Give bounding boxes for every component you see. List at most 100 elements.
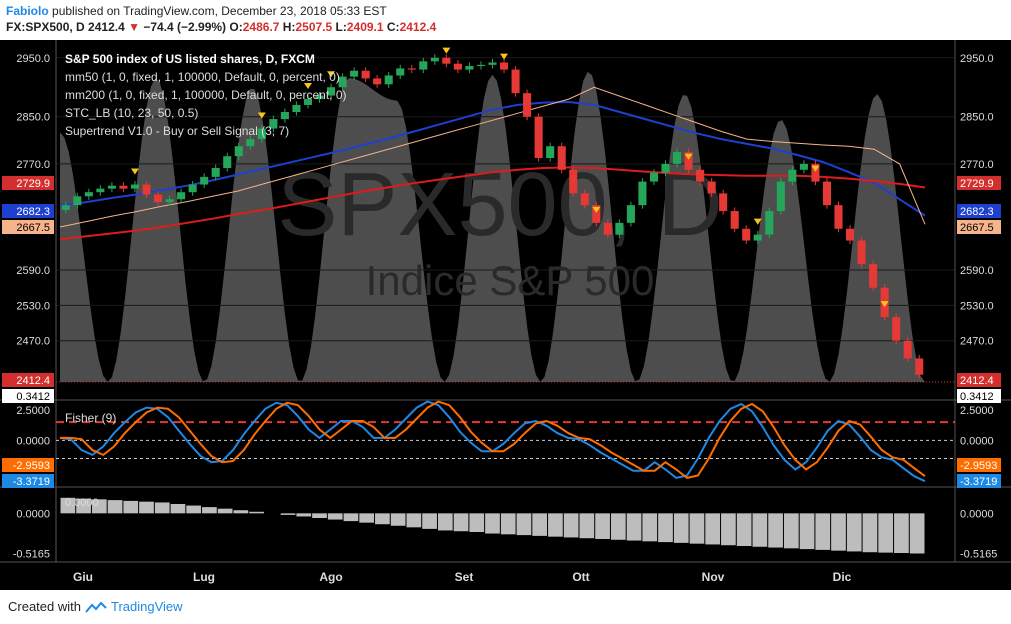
ohlc-line: FX:SPX500, D 2412.4 ▼ −74.4 (−2.99%) O:2… — [6, 20, 436, 34]
candle-body — [292, 104, 301, 113]
watermark-symbol: SPX500, D — [277, 155, 722, 255]
legend-mm200[interactable]: mm200 (1, 0, fixed, 1, 100000, Default, … — [65, 88, 347, 102]
fisher-right-tick-0: 2.5000 — [960, 405, 994, 417]
oscillator-bar — [815, 513, 831, 550]
legend-supertrend[interactable]: Supertrend V1.0 - Buy or Sell Signal (3,… — [65, 124, 289, 138]
oscillator-bar — [500, 513, 516, 535]
candle-body — [303, 99, 313, 105]
oscillator-bar — [453, 513, 469, 532]
oscillator-bar — [563, 513, 579, 538]
oscillator-bar — [752, 513, 768, 547]
oscillator-bar — [406, 513, 422, 528]
candle-body — [177, 192, 186, 200]
candle-body — [822, 181, 832, 206]
sell-signal-1 — [257, 112, 266, 119]
fisher-right-marker-bg-1 — [957, 474, 1001, 488]
series-mm200 — [59, 166, 926, 241]
legend-mm50[interactable]: mm50 (1, 0, fixed, 1, 100000, Default, 0… — [65, 70, 340, 84]
candle-body — [280, 112, 289, 120]
candle-body — [476, 64, 486, 67]
oscillator-bar — [878, 513, 894, 553]
candle-body — [73, 196, 82, 206]
candle-body — [107, 185, 116, 189]
down-triangle-icon: ▼ — [128, 20, 140, 34]
candle-body — [707, 181, 716, 194]
tradingview-brand[interactable]: TradingView — [110, 599, 183, 614]
oscillator-bar — [909, 513, 925, 554]
legend: S&P 500 index of US listed shares, D, FX… — [65, 52, 347, 138]
candle-body — [419, 61, 428, 70]
candle-body — [788, 169, 797, 182]
legend-stc[interactable]: STC_LB (10, 23, 50, 0.5) — [65, 106, 198, 120]
fisher-left-marker-bg-0 — [2, 458, 54, 472]
left-marker-bg-1 — [2, 204, 54, 218]
chart-canvas[interactable]: SPX500, D Indice S&P 500 S&P 500 index o… — [0, 40, 1011, 590]
candle-body — [453, 63, 462, 70]
left-tick-0: 2950.0 — [16, 53, 50, 65]
oscillator-bar — [312, 513, 327, 518]
high-label: H: — [282, 20, 296, 34]
candle-body — [442, 57, 451, 64]
series-supertrend — [59, 86, 926, 228]
month-label-ago: Ago — [319, 570, 342, 584]
candle-body — [373, 78, 382, 85]
oscillator-bar — [548, 513, 563, 537]
sell-signal-9 — [811, 165, 820, 172]
candle-body — [315, 95, 324, 100]
right-marker-0: 2729.9 — [960, 178, 994, 190]
publish-text: published on TradingView.com, December 2… — [52, 4, 387, 18]
oscillator-pane — [60, 497, 925, 554]
legend-title[interactable]: S&P 500 index of US listed shares, D, FX… — [65, 52, 315, 66]
oscillator-bar — [170, 504, 186, 514]
oscillator-bar — [60, 497, 76, 514]
fisher-right-tick-1: 0.0000 — [960, 435, 994, 447]
candle-body — [696, 169, 705, 182]
candle-body — [511, 69, 520, 94]
candle-body — [592, 205, 601, 223]
fisher-legend[interactable]: Fisher (9) — [65, 411, 116, 425]
candle-body — [546, 146, 555, 158]
left-marker-0: 2729.9 — [16, 178, 50, 190]
candle-body — [834, 205, 843, 229]
candle-body — [869, 264, 878, 288]
right-marker-bg-2 — [957, 220, 1001, 234]
candle-body — [153, 194, 163, 203]
candle-body — [142, 184, 151, 195]
time-axis[interactable]: Giu Lug Ago Set Ott Nov Dic — [73, 570, 852, 584]
watermark-name: Indice S&P 500 — [366, 257, 655, 304]
left-tick-4: 2530.0 — [16, 300, 50, 312]
right-tick-1: 2850.0 — [960, 112, 994, 124]
candle-body — [649, 172, 659, 182]
oscillator-bar — [296, 513, 312, 517]
last-price: 2412.4 — [88, 20, 125, 34]
author-name[interactable]: Fabiolo — [6, 4, 49, 18]
oscillator-bar — [862, 513, 878, 553]
month-label-ott: Ott — [572, 570, 589, 584]
candle-body — [430, 57, 439, 62]
candle-body — [569, 169, 578, 194]
left-marker-2: 2667.5 — [16, 222, 50, 234]
sell-signal-4 — [442, 47, 451, 54]
candle-body — [396, 68, 405, 76]
candle-body — [742, 228, 751, 241]
oscillator-bar — [610, 513, 626, 540]
osc-left-tick-0: 0.0000 — [16, 508, 50, 520]
footer: Created with TradingView — [8, 599, 183, 614]
left-marker-3: 2412.4 — [16, 375, 50, 387]
stc-area — [60, 71, 925, 383]
oscillator-bar — [76, 498, 91, 514]
sell-signal-7 — [684, 153, 693, 160]
candle-body — [892, 317, 901, 341]
oscillator-bar — [846, 513, 862, 552]
month-label-nov: Nov — [702, 570, 725, 584]
oscillator-bar — [91, 499, 107, 514]
fisher-pane — [56, 400, 955, 483]
candle-body — [811, 163, 820, 182]
candle-body — [119, 185, 128, 189]
price-axes[interactable]: 2950.0 2950.0 2850.0 2850.0 2770.0 2770.0 2590… — [2, 53, 1001, 561]
candle-body — [188, 184, 197, 193]
left-marker-1: 2682.3 — [16, 206, 50, 218]
candle-body — [661, 163, 670, 173]
left-tick-1: 2850.0 — [16, 112, 50, 124]
candle-body — [350, 70, 359, 77]
